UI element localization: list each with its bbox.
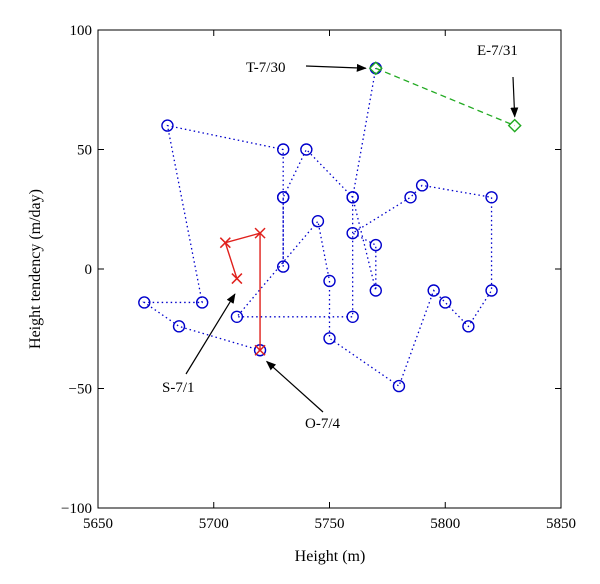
x-tick-label: 5700: [199, 516, 229, 532]
blue-point: [427, 284, 440, 297]
blue-point: [346, 191, 359, 204]
blue-point: [439, 296, 452, 309]
green-series-line: [375, 67, 515, 127]
y-tick-label: 50: [77, 143, 92, 159]
annotation-label: T-7/30: [246, 60, 285, 76]
green-point: [368, 61, 383, 76]
x-tick-label: 5650: [83, 516, 113, 532]
blue-point: [346, 226, 359, 240]
red-point: [254, 344, 266, 356]
blue-point: [277, 191, 290, 204]
red-series-line: [224, 232, 261, 351]
annotation-label: O-7/4: [305, 416, 340, 432]
blue-point: [172, 320, 186, 333]
x-tick-label: 5850: [546, 516, 576, 532]
y-tick-label: 100: [70, 23, 93, 39]
blue-point: [277, 260, 290, 273]
y-tick-label: 0: [85, 262, 93, 278]
annotation-arrow: [265, 360, 324, 413]
blue-point: [392, 379, 406, 393]
x-axis-label: Height (m): [295, 548, 366, 565]
blue-point: [323, 274, 336, 288]
annotation-label: S-7/1: [162, 380, 195, 396]
y-axis-label: Height tendency (m/day): [27, 189, 44, 349]
plot-frame: [97, 29, 562, 509]
red-point: [254, 227, 266, 239]
blue-point: [369, 284, 382, 297]
annotation-label: E-7/31: [477, 43, 518, 59]
y-tick-label: −100: [61, 501, 92, 517]
blue-point: [323, 332, 336, 345]
blue-point: [277, 143, 290, 156]
ticks: 5650 5700 5750 5800 5850 −100 −50 0 50 100: [61, 23, 576, 532]
blue-point: [138, 296, 151, 309]
blue-point: [485, 284, 498, 297]
annotation-arrow: [510, 76, 519, 118]
series-layer: [138, 61, 522, 393]
blue-point: [485, 191, 498, 204]
red-point: [219, 237, 231, 249]
blue-point: [415, 179, 429, 192]
annotation-arrow: [305, 63, 367, 72]
green-point: [507, 118, 522, 133]
blue-point: [300, 143, 313, 156]
blue-point: [230, 310, 244, 323]
blue-point: [346, 310, 359, 323]
x-tick-label: 5800: [430, 516, 460, 532]
annotation-arrow: [185, 293, 236, 375]
x-tick-label: 5750: [315, 516, 345, 532]
blue-point: [311, 214, 325, 228]
red-point: [231, 273, 243, 285]
blue-point: [462, 320, 475, 333]
blue-point: [161, 119, 174, 132]
blue-point: [369, 238, 382, 252]
blue-point: [195, 296, 209, 309]
y-tick-label: −50: [69, 382, 92, 398]
annotation-layer: T-7/30 E-7/31 S-7/1 O-7/4: [162, 43, 519, 432]
blue-point: [404, 191, 417, 204]
